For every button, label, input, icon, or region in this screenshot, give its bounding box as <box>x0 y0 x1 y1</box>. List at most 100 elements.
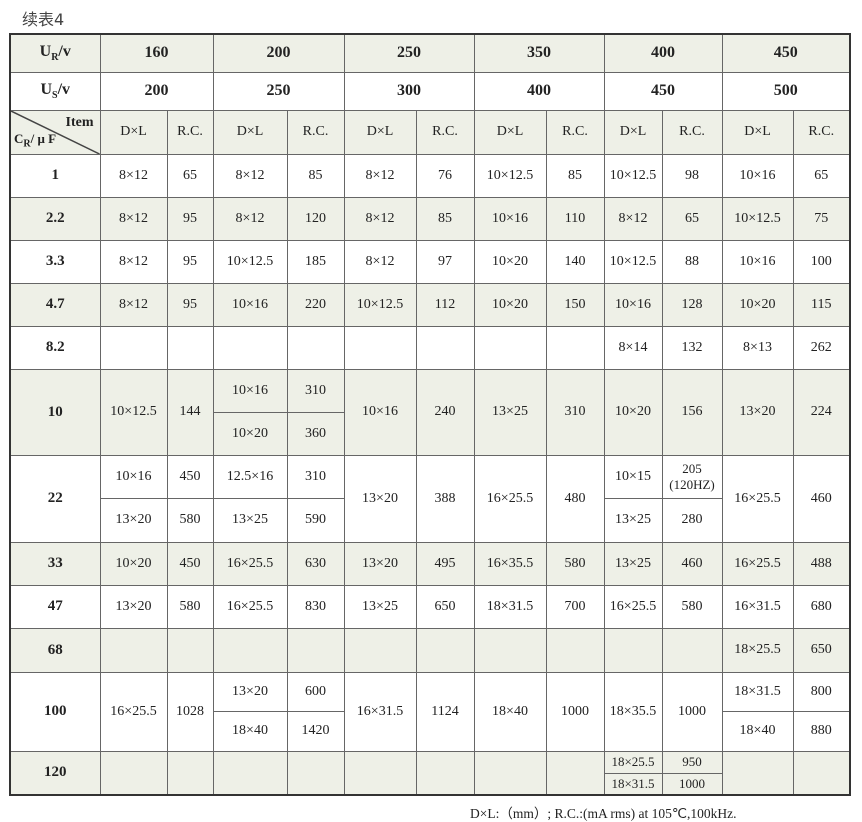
dimension-cell: 13×25 <box>473 368 547 456</box>
dimension-cell <box>343 750 417 796</box>
ripple-current-cell: 800 <box>792 671 851 712</box>
surge-voltage-300: 300 <box>343 71 475 111</box>
dimension-cell: 18×31.5 <box>473 584 547 629</box>
dimension-cell: 10×20 <box>212 411 288 456</box>
dimension-cell: 13×25 <box>212 498 288 543</box>
ripple-current-cell: 1000 <box>545 671 605 752</box>
us-label: US/v <box>9 71 101 111</box>
ripple-current-cell: 262 <box>792 325 851 370</box>
ripple-current-cell: 65 <box>661 196 723 241</box>
ripple-current-cell: 97 <box>415 239 475 284</box>
ripple-current-cell <box>545 750 605 796</box>
dimension-cell <box>212 750 288 796</box>
surge-voltage-250: 250 <box>212 71 345 111</box>
ripple-current-cell: 65 <box>792 153 851 198</box>
dimension-cell: 8×12 <box>343 239 417 284</box>
ripple-current-cell <box>166 325 214 370</box>
dimension-cell: 8×12 <box>99 153 168 198</box>
ripple-current-cell: 205 (120HZ) <box>661 454 723 499</box>
dimension-header: D×L <box>473 109 547 155</box>
column-header-row: Item CR/ μ F D×L R.C. D×L R.C. D×L R.C. D×L R.C… <box>9 109 851 155</box>
spec-table: UR/v 160 200 250 350 400 450 US/v 200 250 300 40… <box>9 33 851 796</box>
ripple-current-cell: 1124 <box>415 671 475 752</box>
ripple-current-cell: 85 <box>415 196 475 241</box>
dimension-cell: 10×12.5 <box>603 239 663 284</box>
dimension-cell: 18×40 <box>473 671 547 752</box>
ripple-current-cell: 1420 <box>286 711 345 752</box>
dimension-cell: 10×12.5 <box>721 196 794 241</box>
table-subrow: 18×31.5 1000 <box>10 772 850 796</box>
ripple-current-header: R.C. <box>166 109 214 155</box>
dimension-cell: 10×20 <box>721 282 794 327</box>
ripple-current-cell: 310 <box>545 368 605 456</box>
table-row: 4.7 8×12 95 10×16 220 10×12.5 112 10×20 150 10×16… <box>9 282 851 327</box>
dimension-cell <box>99 627 168 673</box>
dimension-cell <box>212 627 288 673</box>
table-subrow: 10×20 360 <box>10 411 850 456</box>
ripple-current-header: R.C. <box>661 109 723 155</box>
dimension-cell: 10×16 <box>473 196 547 241</box>
dimension-cell <box>343 627 417 673</box>
capacitance-cell: 100 <box>9 671 101 752</box>
capacitance-cell: 10 <box>9 368 101 456</box>
ripple-current-cell <box>545 627 605 673</box>
table-row: 22 10×16 450 12.5×16 310 13×20 388 16×25.5 480 10… <box>9 454 851 543</box>
dimension-cell: 10×20 <box>99 541 168 586</box>
rated-voltage-200: 200 <box>212 33 345 73</box>
ripple-current-cell: 224 <box>792 368 851 456</box>
table-row: 120 18×25.5 950 <box>9 750 851 796</box>
dimension-cell: 16×31.5 <box>721 584 794 629</box>
ripple-current-cell: 1000 <box>661 671 723 752</box>
dimension-cell: 13×25 <box>343 584 417 629</box>
ripple-current-cell: 950 <box>661 750 723 774</box>
dimension-cell: 8×12 <box>99 239 168 284</box>
dimension-cell: 10×12.5 <box>473 153 547 198</box>
rated-voltage-400: 400 <box>603 33 723 73</box>
ripple-current-cell: 1028 <box>166 671 214 752</box>
dimension-cell: 16×25.5 <box>99 671 168 752</box>
dimension-cell: 16×25.5 <box>473 454 547 543</box>
dimension-cell: 10×15 <box>603 454 663 499</box>
dimension-cell: 13×20 <box>212 671 288 712</box>
capacitance-cell: 22 <box>9 454 101 543</box>
ripple-current-cell: 310 <box>286 368 345 413</box>
ripple-current-cell: 76 <box>415 153 475 198</box>
ripple-current-cell: 65 <box>166 153 214 198</box>
ripple-current-cell: 600 <box>286 671 345 712</box>
capacitance-cell: 2.2 <box>9 196 101 241</box>
rated-voltage-450: 450 <box>721 33 851 73</box>
dimension-cell: 13×25 <box>603 498 663 543</box>
dimension-header: D×L <box>603 109 663 155</box>
ripple-current-cell: 100 <box>792 239 851 284</box>
dimension-cell: 16×25.5 <box>721 454 794 543</box>
ripple-current-cell: 132 <box>661 325 723 370</box>
ripple-current-cell <box>415 750 475 796</box>
capacitance-cell: 120 <box>9 750 101 796</box>
cr-label: CR/ μ F <box>14 130 57 150</box>
capacitance-cell: 8.2 <box>9 325 101 370</box>
ripple-current-cell: 128 <box>661 282 723 327</box>
dimension-cell: 8×12 <box>99 282 168 327</box>
ripple-current-cell: 120 <box>286 196 345 241</box>
dimension-cell: 8×13 <box>721 325 794 370</box>
dimension-cell: 18×40 <box>721 711 794 752</box>
dimension-cell: 13×20 <box>99 498 168 543</box>
ripple-current-cell <box>545 325 605 370</box>
dimension-header: D×L <box>99 109 168 155</box>
dimension-cell: 10×20 <box>473 282 547 327</box>
dimension-cell: 8×12 <box>343 153 417 198</box>
dimension-cell: 10×16 <box>212 368 288 413</box>
ripple-current-cell: 1000 <box>661 772 723 796</box>
ripple-current-cell: 590 <box>286 498 345 543</box>
capacitance-cell: 68 <box>9 627 101 673</box>
ripple-current-cell: 98 <box>661 153 723 198</box>
ripple-current-cell: 140 <box>545 239 605 284</box>
ripple-current-cell: 95 <box>166 239 214 284</box>
dimension-cell: 10×12.5 <box>603 153 663 198</box>
ripple-current-cell: 88 <box>661 239 723 284</box>
ripple-current-cell: 115 <box>792 282 851 327</box>
dimension-header: D×L <box>343 109 417 155</box>
capacitance-cell: 33 <box>9 541 101 586</box>
item-label: Item <box>65 114 94 130</box>
dimension-cell: 13×20 <box>343 541 417 586</box>
